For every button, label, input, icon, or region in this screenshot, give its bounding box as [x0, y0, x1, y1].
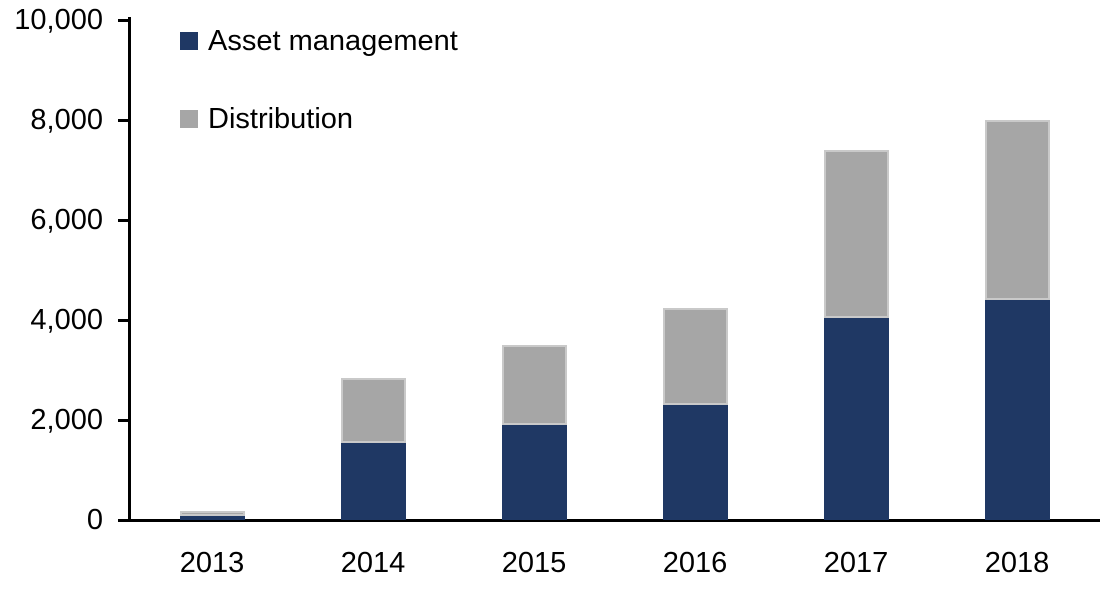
y-tick-mark — [118, 318, 131, 322]
y-tick-label: 8,000 — [30, 104, 103, 136]
bar-segment-asset-management — [823, 317, 889, 520]
y-tick-label: 2,000 — [30, 404, 103, 436]
x-axis-line — [118, 519, 1100, 522]
x-tick-label: 2013 — [179, 547, 245, 579]
y-tick-mark — [118, 118, 131, 122]
bar-2014 — [340, 377, 406, 520]
legend-swatch — [180, 110, 198, 128]
x-tick-label: 2014 — [340, 547, 406, 579]
bar-2015 — [501, 345, 567, 520]
bar-segment-asset-management — [984, 300, 1050, 520]
bar-2016 — [662, 307, 728, 520]
bar-segment-asset-management — [179, 515, 245, 520]
legend-label: Distribution — [208, 102, 354, 135]
y-tick-mark — [118, 18, 131, 22]
bar-2017 — [823, 150, 889, 520]
legend-swatch — [180, 32, 198, 50]
y-tick-mark — [118, 418, 131, 422]
y-tick-label: 6,000 — [30, 204, 103, 236]
bar-segment-distribution — [823, 150, 889, 318]
x-tick-label: 2018 — [984, 547, 1050, 579]
bar-segment-distribution — [662, 307, 728, 405]
bar-2013 — [179, 510, 245, 520]
x-tick-label: 2017 — [823, 547, 889, 579]
y-tick-label: 4,000 — [30, 304, 103, 336]
legend: Asset management Distribution — [180, 24, 458, 180]
bar-segment-distribution — [501, 345, 567, 425]
bar-segment-distribution — [340, 377, 406, 443]
y-axis-line — [128, 17, 131, 522]
legend-item: Asset management — [180, 24, 458, 58]
bar-segment-distribution — [984, 120, 1050, 300]
x-tick-label: 2016 — [662, 547, 728, 579]
bar-segment-asset-management — [501, 425, 567, 520]
bar-2018 — [984, 120, 1050, 520]
x-tick-label: 2015 — [501, 547, 567, 579]
y-tick-label: 10,000 — [14, 4, 103, 36]
bar-segment-asset-management — [662, 405, 728, 520]
y-tick-mark — [118, 518, 131, 522]
legend-label: Asset management — [208, 24, 458, 57]
y-tick-mark — [118, 218, 131, 222]
legend-item: Distribution — [180, 102, 458, 136]
bar-segment-distribution — [179, 510, 245, 516]
bar-segment-asset-management — [340, 442, 406, 520]
y-tick-label: 0 — [86, 504, 103, 536]
